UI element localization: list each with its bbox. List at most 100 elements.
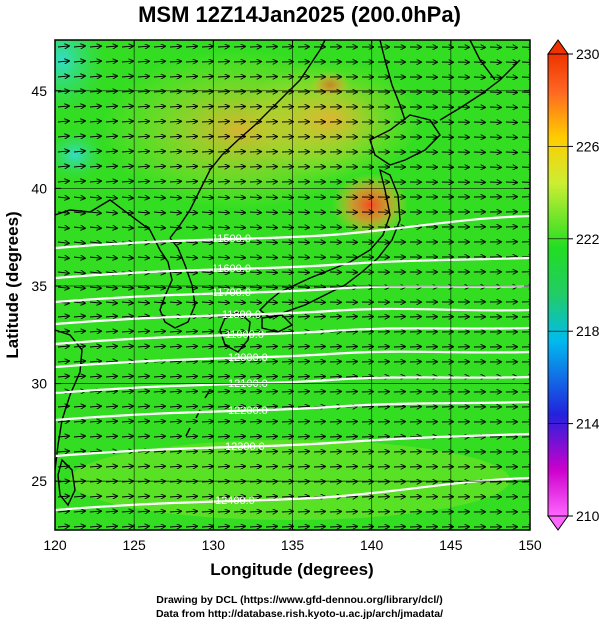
wind-arrow — [121, 406, 133, 407]
wind-arrow — [169, 526, 181, 527]
wind-arrow — [121, 257, 133, 258]
wind-arrow — [345, 437, 357, 438]
wind-arrow — [73, 302, 85, 303]
wind-arrow — [217, 331, 229, 332]
wind-arrow — [505, 77, 517, 78]
coastline-kamchatka — [469, 40, 496, 81]
contour-label: 12100.0 — [228, 378, 268, 390]
wind-arrow — [89, 227, 101, 228]
wind-arrow — [89, 511, 101, 512]
wind-arrow — [73, 376, 85, 377]
wind-arrow — [105, 212, 117, 213]
wind-arrow — [73, 436, 85, 437]
wind-arrow — [57, 451, 69, 452]
wind-arrow — [105, 181, 117, 182]
wind-arrow — [137, 197, 149, 198]
wind-arrow — [89, 466, 101, 467]
wind-arrow — [249, 436, 261, 437]
wind-arrow — [153, 151, 165, 152]
wind-arrow — [105, 121, 117, 122]
wind-arrow — [137, 421, 149, 422]
wind-arrow — [89, 242, 101, 243]
wind-arrow — [265, 302, 277, 303]
wind-arrow — [73, 272, 85, 273]
wind-arrow — [233, 346, 245, 347]
wind-arrow — [105, 436, 117, 437]
wind-arrow — [505, 122, 517, 123]
wind-arrow — [297, 361, 309, 362]
wind-arrow — [233, 376, 245, 377]
wind-arrow — [169, 166, 181, 167]
wind-arrow — [265, 272, 277, 273]
wind-arrow — [105, 302, 117, 303]
colorbar-tick-label: 222 — [576, 231, 599, 247]
wind-arrow — [121, 331, 133, 332]
wind-arrow — [505, 92, 517, 93]
wind-arrow — [233, 167, 245, 168]
wind-arrow — [57, 61, 69, 62]
wind-arrow — [169, 151, 181, 152]
wind-arrow — [297, 346, 309, 347]
wind-arrow — [201, 376, 213, 377]
wind-arrow — [137, 436, 149, 437]
wind-arrow — [185, 511, 197, 512]
wind-arrow — [105, 466, 117, 467]
wind-arrow — [153, 257, 165, 258]
contour-label: 12000.0 — [228, 352, 268, 364]
wind-arrow — [185, 121, 197, 122]
wind-arrow — [121, 511, 133, 512]
wind-arrow — [105, 91, 117, 92]
wind-arrow — [217, 526, 229, 527]
wind-arrow — [233, 62, 245, 63]
wind-arrow — [217, 166, 229, 167]
wind-arrow — [57, 197, 69, 198]
wind-arrow — [201, 242, 213, 243]
wind-arrow — [233, 316, 245, 317]
gridlines — [55, 40, 530, 530]
wind-arrow — [233, 212, 245, 213]
wind-arrow — [57, 406, 69, 407]
wind-arrow — [313, 527, 325, 528]
wind-arrow — [265, 391, 277, 392]
wind-arrow — [57, 46, 69, 47]
wind-arrow — [89, 121, 101, 122]
colorbar-max-triangle — [547, 39, 569, 55]
wind-arrow — [169, 346, 181, 347]
wind-arrow — [281, 496, 293, 497]
wind-arrow — [265, 466, 277, 467]
contour-label: 11700.0 — [212, 287, 251, 299]
wind-arrow — [89, 526, 101, 527]
wind-arrow — [281, 197, 293, 198]
wind-arrow — [57, 421, 69, 422]
colorbar-tick-label: 230 — [576, 46, 599, 62]
y-tick-label: 30 — [31, 376, 47, 392]
wind-arrow — [281, 376, 293, 377]
wind-arrow — [217, 136, 229, 137]
wind-arrow — [121, 227, 133, 228]
wind-arrow — [265, 331, 277, 332]
wind-arrow — [249, 272, 261, 273]
wind-arrow — [201, 466, 213, 467]
wind-arrow — [73, 496, 85, 497]
x-tick-label: 140 — [360, 537, 384, 553]
wind-arrow — [105, 227, 117, 228]
wind-arrow — [233, 137, 245, 138]
wind-arrow — [153, 76, 165, 77]
wind-arrow — [201, 496, 213, 497]
wind-arrow — [185, 526, 197, 527]
wind-arrow — [153, 227, 165, 228]
wind-arrow — [329, 347, 341, 348]
wind-arrow — [169, 46, 181, 47]
wind-arrow — [265, 511, 277, 512]
wind-arrow — [89, 376, 101, 377]
wind-arrow — [201, 436, 213, 437]
wind-arrow — [185, 61, 197, 62]
wind-arrow — [313, 317, 325, 318]
wind-arrow — [105, 376, 117, 377]
credits-drawing: Drawing by DCL (https://www.gfd-dennou.o… — [156, 594, 443, 606]
wind-arrow — [185, 331, 197, 332]
wind-arrow — [57, 316, 69, 317]
contour-line — [55, 326, 530, 346]
wind-arrow — [201, 526, 213, 527]
warm-region-yellow-2 — [240, 60, 420, 180]
